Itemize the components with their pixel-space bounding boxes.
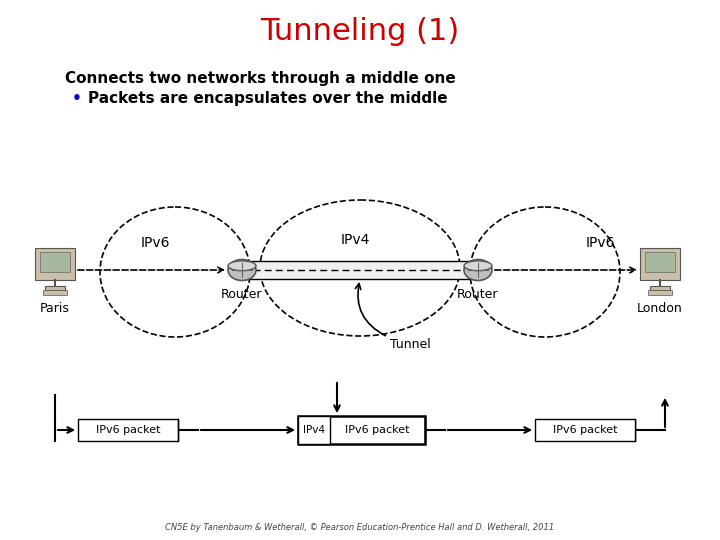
- FancyBboxPatch shape: [78, 419, 178, 441]
- FancyBboxPatch shape: [242, 261, 478, 279]
- FancyBboxPatch shape: [45, 286, 65, 290]
- FancyBboxPatch shape: [40, 252, 70, 272]
- FancyBboxPatch shape: [298, 416, 330, 444]
- Text: Packets are encapsulates over the middle: Packets are encapsulates over the middle: [88, 91, 448, 105]
- Text: Tunneling (1): Tunneling (1): [261, 17, 459, 46]
- Text: London: London: [637, 301, 683, 314]
- Ellipse shape: [464, 260, 492, 280]
- Ellipse shape: [228, 261, 256, 271]
- Text: Paris: Paris: [40, 301, 70, 314]
- Text: CN5E by Tanenbaum & Wetherall, © Pearson Education-Prentice Hall and D. Wetheral: CN5E by Tanenbaum & Wetherall, © Pearson…: [166, 523, 554, 532]
- Text: IPv6 packet: IPv6 packet: [553, 425, 617, 435]
- Text: Connects two networks through a middle one: Connects two networks through a middle o…: [65, 71, 456, 85]
- Text: Router: Router: [221, 288, 263, 301]
- Ellipse shape: [464, 261, 492, 271]
- Text: Router: Router: [457, 288, 499, 301]
- Text: IPv6 packet: IPv6 packet: [345, 425, 409, 435]
- FancyBboxPatch shape: [640, 248, 680, 280]
- FancyBboxPatch shape: [43, 290, 67, 295]
- Text: IPv6: IPv6: [585, 236, 615, 250]
- FancyBboxPatch shape: [650, 286, 670, 290]
- FancyBboxPatch shape: [535, 419, 635, 441]
- Text: IPv6: IPv6: [140, 236, 170, 250]
- FancyBboxPatch shape: [298, 416, 425, 444]
- Text: IPv4: IPv4: [341, 233, 369, 247]
- FancyBboxPatch shape: [645, 252, 675, 272]
- Text: •: •: [72, 91, 82, 105]
- Ellipse shape: [228, 260, 256, 280]
- Text: IPv4: IPv4: [303, 425, 325, 435]
- Text: Tunnel: Tunnel: [390, 339, 431, 352]
- FancyBboxPatch shape: [648, 290, 672, 295]
- Text: IPv6 packet: IPv6 packet: [96, 425, 161, 435]
- FancyBboxPatch shape: [35, 248, 75, 280]
